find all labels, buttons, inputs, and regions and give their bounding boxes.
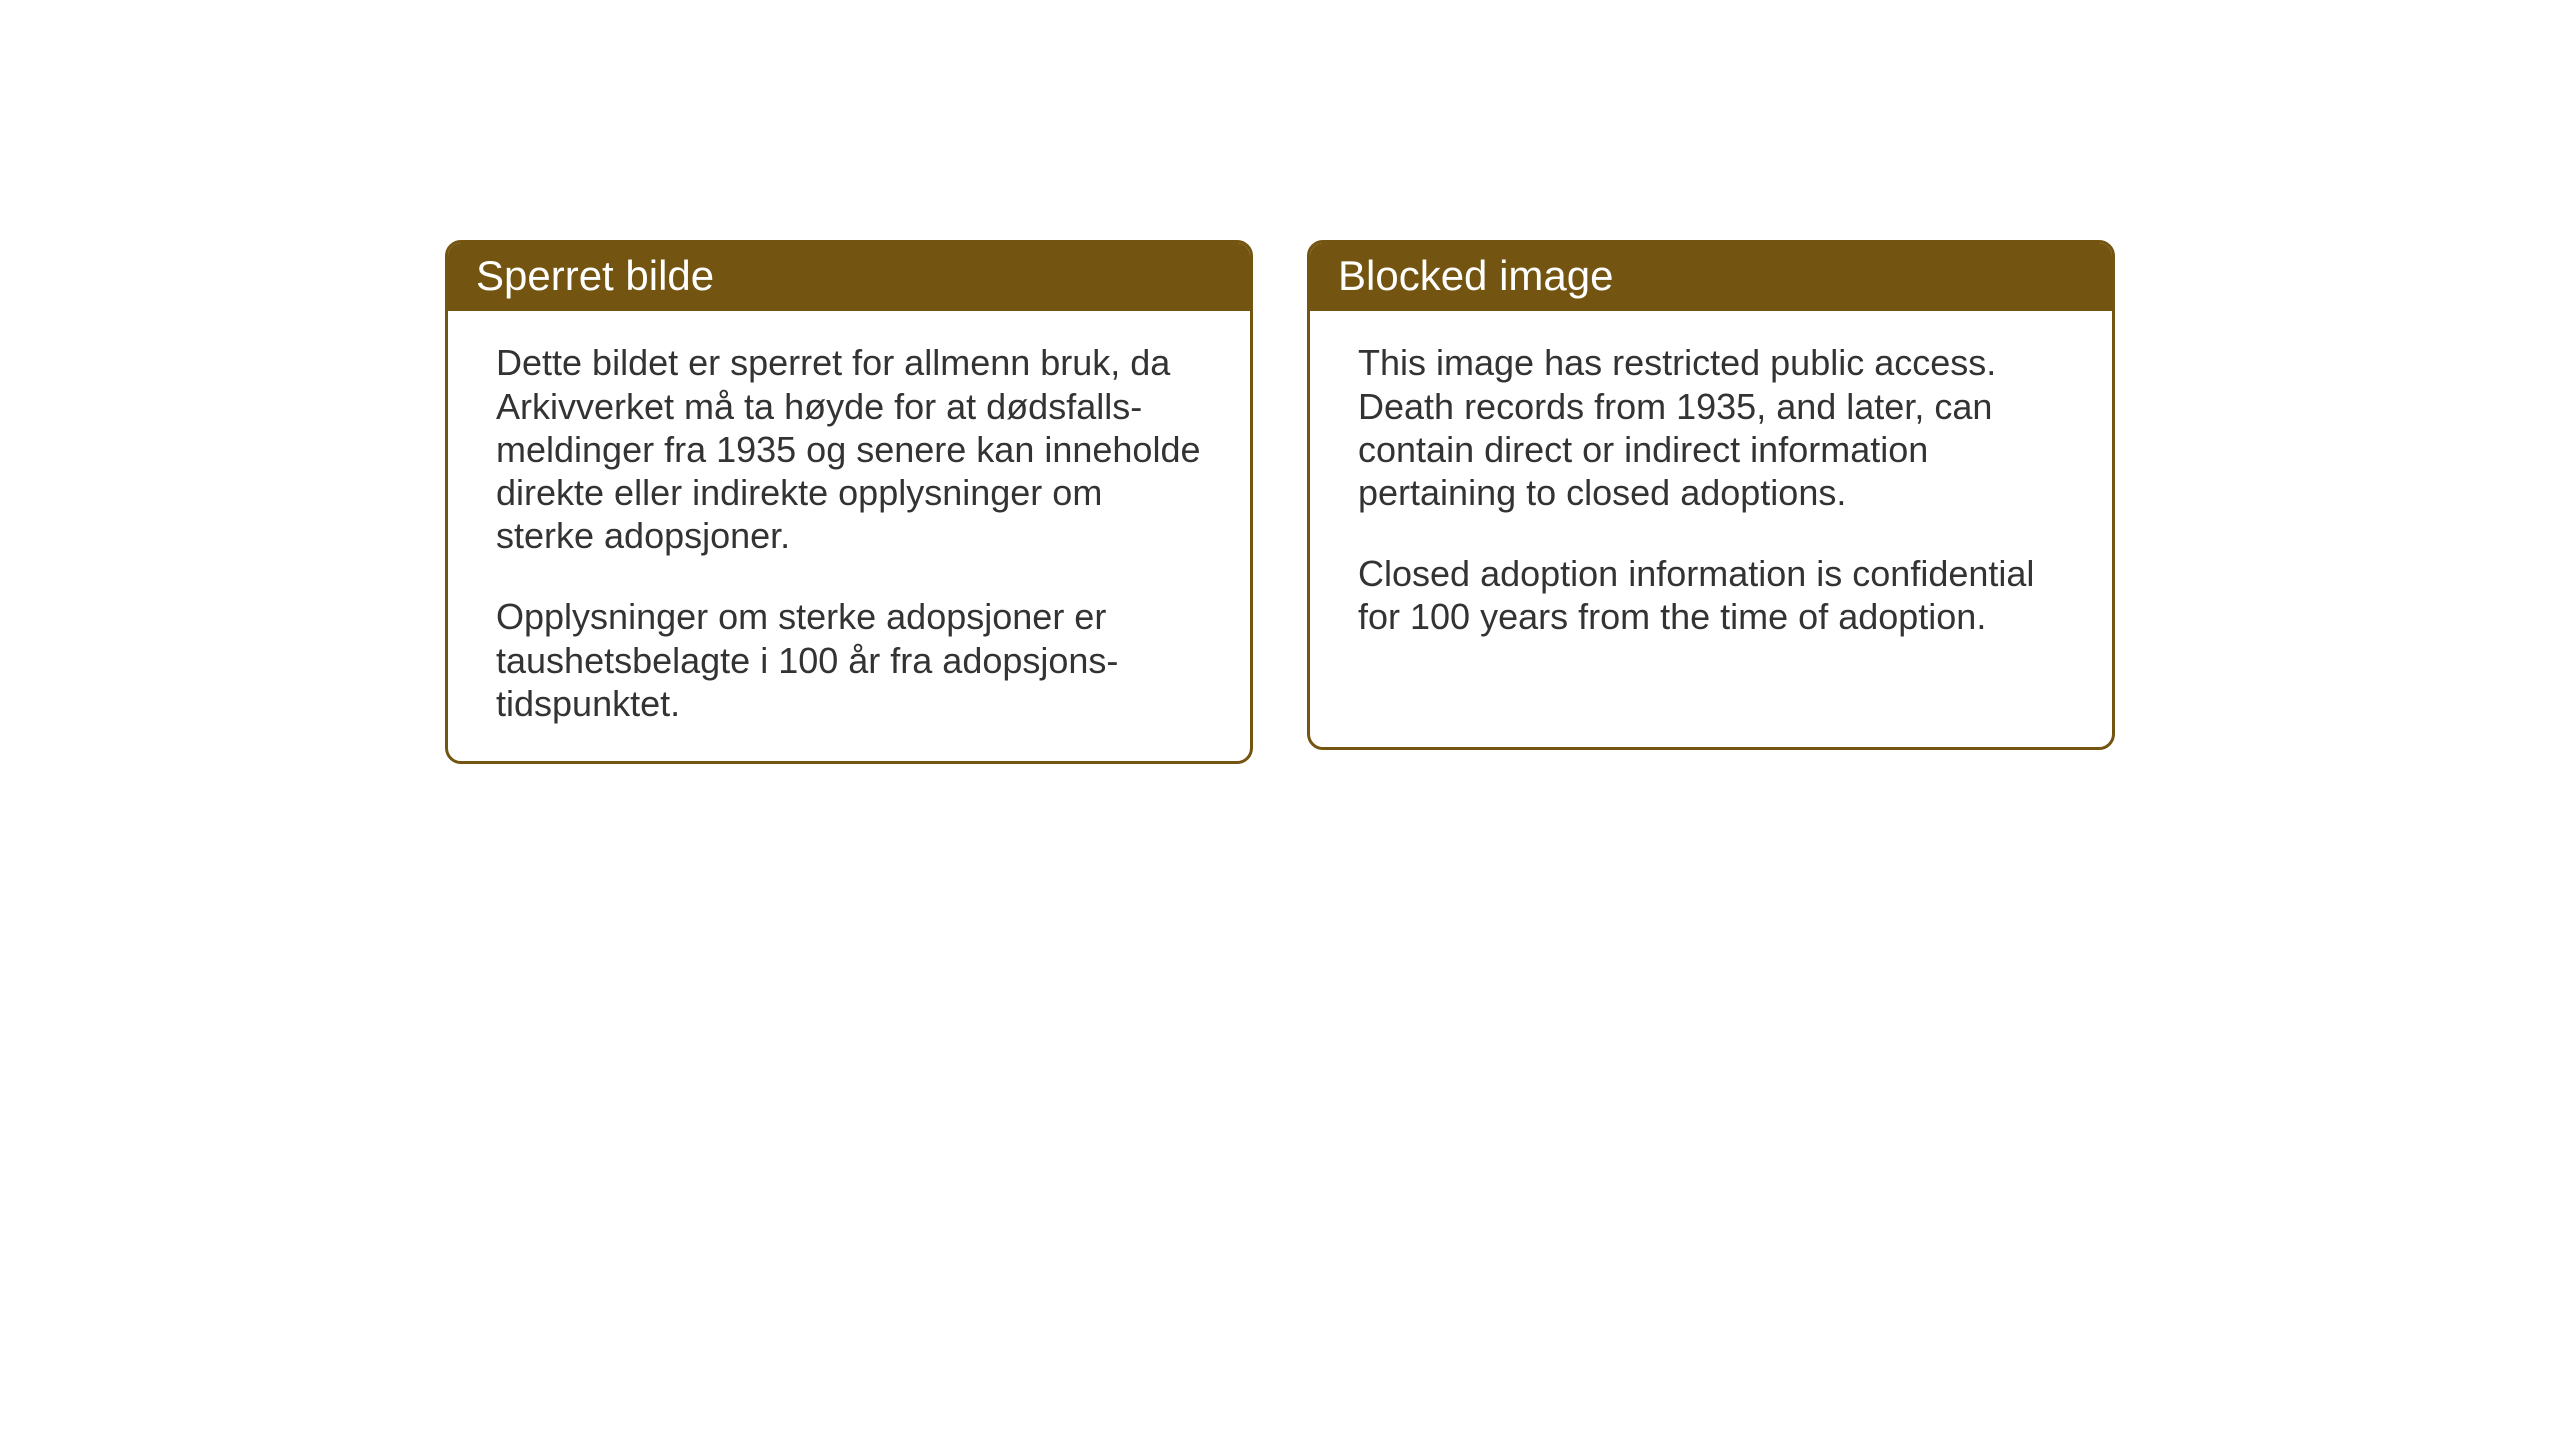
- notice-card-norwegian: Sperret bilde Dette bildet er sperret fo…: [445, 240, 1253, 764]
- notice-paragraph-1-no: Dette bildet er sperret for allmenn bruk…: [496, 341, 1202, 557]
- notice-card-english: Blocked image This image has restricted …: [1307, 240, 2115, 750]
- notice-paragraph-1-en: This image has restricted public access.…: [1358, 341, 2064, 514]
- notice-body-english: This image has restricted public access.…: [1310, 311, 2112, 674]
- notice-paragraph-2-en: Closed adoption information is confident…: [1358, 552, 2064, 638]
- notice-header-norwegian: Sperret bilde: [448, 243, 1250, 311]
- notice-container: Sperret bilde Dette bildet er sperret fo…: [445, 240, 2115, 764]
- notice-body-norwegian: Dette bildet er sperret for allmenn bruk…: [448, 311, 1250, 761]
- notice-paragraph-2-no: Opplysninger om sterke adopsjoner er tau…: [496, 595, 1202, 725]
- notice-header-english: Blocked image: [1310, 243, 2112, 311]
